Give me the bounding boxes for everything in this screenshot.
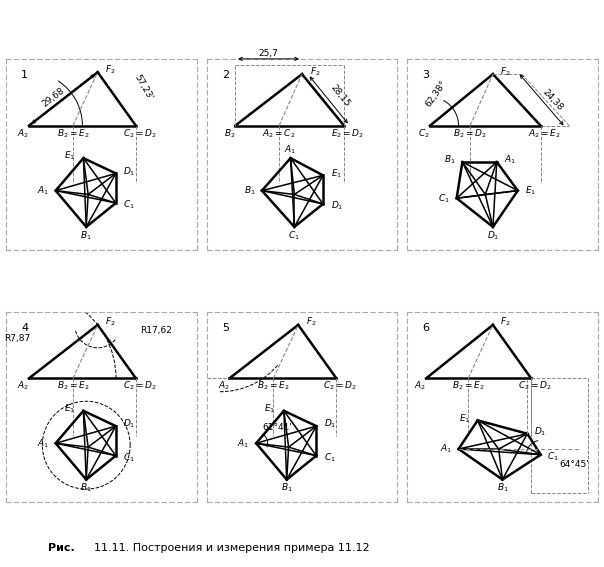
Text: $A_1$: $A_1$ [440, 443, 452, 455]
Text: $A_2$: $A_2$ [217, 380, 230, 392]
Text: R17,62: R17,62 [140, 326, 172, 335]
Text: $C_2=D_2$: $C_2=D_2$ [123, 380, 156, 392]
Text: $B_1$: $B_1$ [80, 482, 92, 494]
Text: $B_2=E_2$: $B_2=E_2$ [57, 380, 89, 392]
Text: $C_1$: $C_1$ [547, 450, 559, 463]
Text: 24,38: 24,38 [540, 87, 564, 112]
Text: $A_2$: $A_2$ [17, 380, 29, 392]
Text: $C_2$: $C_2$ [419, 127, 430, 139]
Text: $D_1$: $D_1$ [330, 200, 343, 212]
Text: $D_1$: $D_1$ [123, 165, 136, 178]
Text: $C_2=D_2$: $C_2=D_2$ [518, 380, 552, 392]
Text: Рис.: Рис. [48, 543, 75, 553]
Text: $E_1$: $E_1$ [330, 167, 342, 180]
Text: $B_2=E_2$: $B_2=E_2$ [57, 127, 89, 139]
Text: $B_2$: $B_2$ [223, 127, 235, 139]
Text: $C_1$: $C_1$ [123, 451, 135, 464]
Text: 11.11. Построения и измерения примера 11.12: 11.11. Построения и измерения примера 11… [94, 543, 369, 553]
Text: $F_2$: $F_2$ [310, 65, 320, 78]
Text: $F_2$: $F_2$ [306, 316, 316, 328]
Text: 6: 6 [422, 323, 429, 333]
Text: $A_1$: $A_1$ [504, 154, 516, 166]
Text: $B_2=E_2$: $B_2=E_2$ [257, 380, 290, 392]
Text: $D_1$: $D_1$ [487, 229, 499, 242]
Text: $F_2$: $F_2$ [500, 316, 510, 328]
Text: 25,7: 25,7 [259, 49, 278, 58]
Text: 1: 1 [21, 70, 28, 81]
Text: $A_2$: $A_2$ [17, 127, 29, 139]
Text: $A_1$: $A_1$ [237, 437, 249, 450]
Text: $B_2=D_2$: $B_2=D_2$ [453, 127, 487, 139]
Text: $A_2=E_2$: $A_2=E_2$ [528, 127, 561, 139]
Text: $E_1$: $E_1$ [63, 403, 75, 415]
Text: $F_2$: $F_2$ [500, 65, 510, 78]
Text: $D_1$: $D_1$ [123, 418, 136, 430]
Text: 2: 2 [222, 70, 229, 81]
Text: $A_1$: $A_1$ [37, 437, 49, 450]
Text: $F_2$: $F_2$ [105, 63, 116, 75]
Text: $C_1$: $C_1$ [123, 198, 135, 211]
Text: $E_1$: $E_1$ [264, 403, 275, 415]
Text: $D_1$: $D_1$ [534, 426, 547, 438]
Text: $C_1$: $C_1$ [324, 451, 336, 464]
Text: R7,87: R7,87 [4, 334, 30, 343]
Text: 61°41': 61°41' [262, 424, 292, 433]
Text: $B_1$: $B_1$ [243, 184, 255, 197]
Text: $E_1$: $E_1$ [63, 150, 75, 163]
Text: $E_1$: $E_1$ [459, 412, 470, 425]
Text: $B_1$: $B_1$ [444, 154, 455, 166]
Text: $A_2=C_2$: $A_2=C_2$ [262, 127, 296, 139]
Text: $B_2=E_2$: $B_2=E_2$ [452, 380, 484, 392]
Text: 28,15: 28,15 [329, 83, 352, 109]
Text: $E_2=D_2$: $E_2=D_2$ [331, 127, 364, 139]
Text: $E_1$: $E_1$ [525, 184, 536, 197]
Text: $F_2$: $F_2$ [105, 316, 116, 328]
Text: $C_2=D_2$: $C_2=D_2$ [123, 127, 156, 139]
Text: $B_1$: $B_1$ [281, 482, 292, 494]
Text: 4: 4 [21, 323, 28, 333]
Text: 64°45': 64°45' [560, 460, 590, 469]
Text: $C_1$: $C_1$ [289, 229, 300, 242]
Text: 57,23': 57,23' [133, 73, 155, 102]
Text: 5: 5 [222, 323, 229, 333]
Text: $B_1$: $B_1$ [496, 482, 509, 494]
Text: 29,68: 29,68 [41, 86, 66, 108]
Text: $A_1$: $A_1$ [284, 143, 297, 156]
Text: $A_1$: $A_1$ [37, 184, 49, 197]
Text: $C_2=D_2$: $C_2=D_2$ [323, 380, 357, 392]
Text: $A_2$: $A_2$ [414, 380, 426, 392]
Text: $C_1$: $C_1$ [438, 192, 450, 205]
Text: 62,38°: 62,38° [423, 78, 448, 108]
Text: $D_1$: $D_1$ [324, 418, 336, 430]
Text: $B_1$: $B_1$ [80, 229, 92, 242]
Text: 3: 3 [422, 70, 429, 81]
